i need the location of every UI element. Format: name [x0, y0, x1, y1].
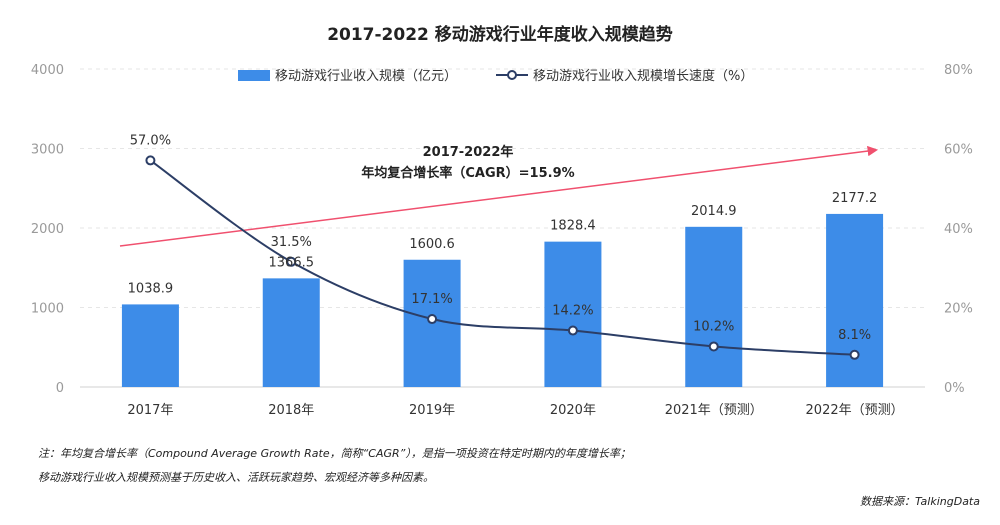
bar-value-label: 2177.2	[832, 191, 878, 206]
data-labels: 1038.9 1366.5 1600.6 1828.4 2014.9 2177.2 57.0…	[128, 133, 878, 342]
y-left-tick-label: 0	[56, 381, 64, 396]
gridlines	[80, 68, 925, 308]
bar	[685, 226, 743, 387]
y-right-tick-label: 80%	[944, 63, 973, 78]
x-tick-label: 2021年（预测）	[665, 403, 763, 418]
y-right-tick-label: 20%	[944, 302, 973, 317]
bar	[544, 241, 602, 387]
growth-line	[149, 159, 855, 356]
x-tick-label: 2019年	[409, 403, 455, 418]
y-left-tick-label: 2000	[31, 222, 64, 237]
legend: 移动游戏行业收入规模（亿元） 移动游戏行业收入规模增长速度（%）	[238, 68, 753, 84]
line-series	[145, 155, 860, 360]
legend-line-marker	[507, 70, 517, 80]
line-value-label: 17.1%	[411, 292, 452, 307]
cagr-arrow	[119, 145, 879, 247]
legend-bar-swatch	[238, 70, 270, 81]
bar-value-label: 1366.5	[269, 255, 315, 270]
bar-series	[121, 213, 884, 387]
axes: 0 1000 2000 3000 4000 0% 20% 40% 60% 80% 2017年 2018…	[31, 63, 973, 418]
bar	[826, 213, 884, 387]
line-value-label: 14.2%	[552, 304, 593, 319]
line-point	[567, 325, 578, 336]
bar	[121, 304, 179, 387]
line-point	[145, 155, 156, 166]
line-value-label: 10.2%	[693, 319, 734, 334]
line-value-label: 31.5%	[271, 235, 312, 250]
x-tick-label: 2017年	[127, 403, 173, 418]
chart-title: 2017-2022 移动游戏行业年度收入规模趋势	[327, 25, 673, 45]
bar-value-label: 1038.9	[128, 281, 174, 296]
cagr-annotation-line2: 年均复合增长率（CAGR）=15.9%	[361, 165, 574, 181]
y-right-tick-label: 40%	[944, 222, 973, 237]
bar-value-label: 2014.9	[691, 204, 737, 219]
line-point	[849, 349, 860, 360]
line-point	[286, 256, 297, 267]
y-right-tick-label: 0%	[944, 381, 965, 396]
bar-value-label: 1600.6	[409, 237, 455, 252]
x-tick-label: 2020年	[550, 403, 596, 418]
legend-line-label: 移动游戏行业收入规模增长速度（%）	[533, 68, 753, 84]
x-tick-label: 2022年（预测）	[806, 403, 904, 418]
line-point	[427, 314, 438, 325]
footnote-cagr: 注：年均复合增长率（Compound Average Growth Rate，简…	[38, 447, 631, 460]
y-left-tick-label: 1000	[31, 302, 64, 317]
y-right-tick-label: 60%	[944, 143, 973, 158]
y-left-tick-label: 3000	[31, 143, 64, 158]
cagr-annotation-line1: 2017-2022年	[423, 144, 514, 160]
data-source: 数据来源：TalkingData	[859, 495, 980, 508]
bar-value-label: 1828.4	[550, 219, 596, 234]
y-left-tick-label: 4000	[31, 63, 64, 78]
legend-bar-label: 移动游戏行业收入规模（亿元）	[275, 69, 457, 84]
x-tick-label: 2018年	[268, 403, 314, 418]
cagr-trend-arrow	[119, 145, 879, 247]
line-value-label: 57.0%	[130, 133, 171, 148]
line-value-label: 8.1%	[838, 328, 871, 343]
cagr-annotation: 2017-2022年 年均复合增长率（CAGR）=15.9%	[361, 144, 574, 181]
footnote-forecast: 移动游戏行业收入规模预测基于历史收入、活跃玩家趋势、宏观经济等多种因素。	[38, 471, 434, 484]
line-point	[708, 341, 719, 352]
bar	[262, 278, 320, 387]
